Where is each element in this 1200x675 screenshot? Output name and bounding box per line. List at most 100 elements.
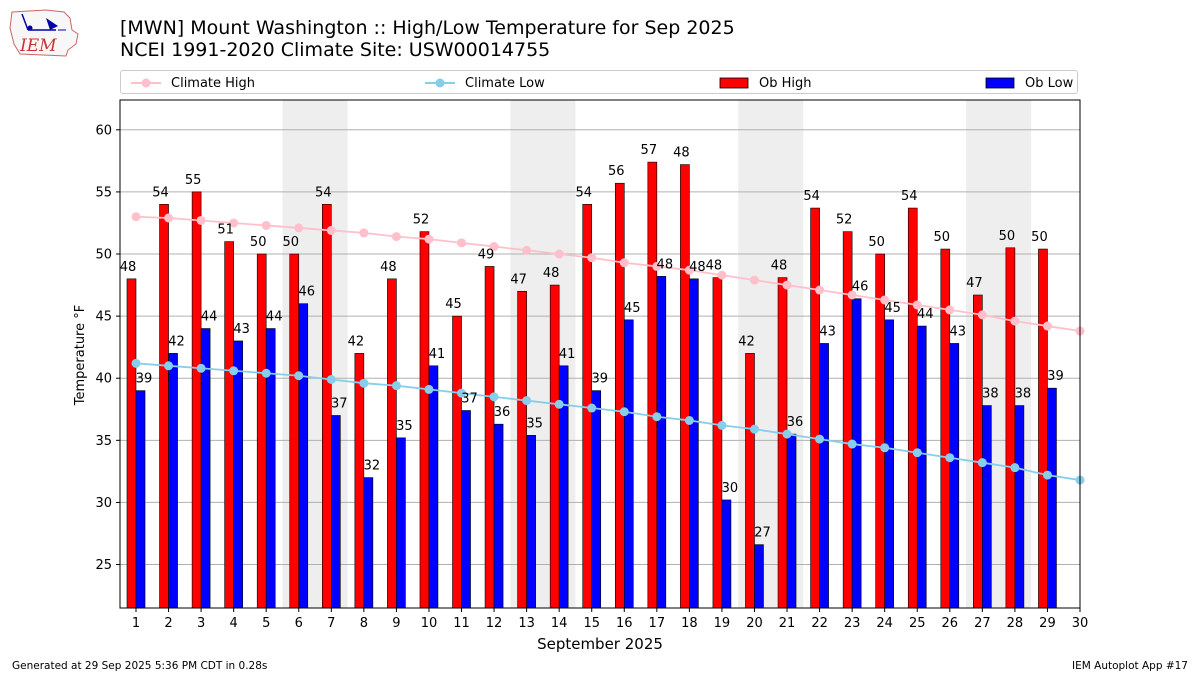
climate-low-point xyxy=(749,424,759,434)
climate-high-point xyxy=(424,234,434,244)
x-axis-label: September 2025 xyxy=(537,635,663,653)
climate-low-point xyxy=(522,396,532,406)
ob-high-bar xyxy=(810,207,820,609)
climate-high-point xyxy=(912,300,922,310)
ob-high-value-label: 50 xyxy=(282,235,299,250)
x-tick-label: 17 xyxy=(649,616,666,631)
ob-high-value-label: 52 xyxy=(413,213,430,228)
ob-high-value-label: 50 xyxy=(999,229,1016,244)
y-tick-label: 45 xyxy=(95,310,112,325)
ob-low-value-label: 48 xyxy=(657,257,674,272)
ob-high-bar xyxy=(322,204,332,609)
ob-low-value-label: 36 xyxy=(787,415,804,430)
ob-low-value-label: 45 xyxy=(884,301,901,316)
ob-low-bar xyxy=(396,437,406,609)
ob-high-value-label: 54 xyxy=(901,189,918,204)
ob-low-bar xyxy=(363,477,374,609)
ob-high-bar xyxy=(940,248,951,609)
y-tick-label: 40 xyxy=(95,372,112,387)
climate-low-point xyxy=(554,399,564,409)
ob-low-bar xyxy=(786,433,797,609)
ob-high-value-label: 42 xyxy=(738,334,755,349)
x-tick-label: 5 xyxy=(262,616,270,631)
climate-high-point xyxy=(619,258,629,268)
ob-high-bar xyxy=(1005,247,1016,609)
ob-high-bar xyxy=(549,284,560,609)
climate-low-point xyxy=(164,361,174,371)
climate-high-point xyxy=(522,245,532,255)
ob-high-value-label: 48 xyxy=(120,260,137,275)
climate-low-point xyxy=(619,407,629,417)
x-tick-label: 16 xyxy=(616,616,633,631)
x-tick-label: 28 xyxy=(1007,616,1024,631)
x-tick-label: 29 xyxy=(1039,616,1056,631)
ob-low-value-label: 32 xyxy=(364,459,381,474)
ob-low-bar xyxy=(656,276,667,609)
ob-high-bar xyxy=(973,294,983,609)
ob-low-value-label: 30 xyxy=(722,481,739,496)
ob-low-bar xyxy=(428,365,439,609)
ob-low-bar xyxy=(851,298,862,609)
ob-low-value-label: 37 xyxy=(461,392,478,407)
ob-high-bar xyxy=(387,278,397,609)
legend-label-ob-low: Ob Low xyxy=(1025,75,1074,91)
y-tick-label: 30 xyxy=(95,496,112,511)
ob-low-value-label: 38 xyxy=(982,387,999,402)
ob-high-value-label: 48 xyxy=(771,259,788,274)
chart-title: [MWN] Mount Washington :: High/Low Tempe… xyxy=(120,17,735,39)
climate-high-point xyxy=(229,218,239,228)
ob-high-value-label: 48 xyxy=(706,259,723,274)
x-tick-label: 1 xyxy=(132,616,140,631)
ob-low-bar xyxy=(233,340,243,609)
ob-high-value-label: 50 xyxy=(868,235,885,250)
ob-high-bar xyxy=(1038,248,1048,609)
legend-swatch-ob-low xyxy=(985,77,1015,89)
climate-high-point xyxy=(1042,321,1052,331)
ob-high-bar xyxy=(680,164,690,609)
ob-high-bar xyxy=(126,278,137,609)
climate-low-point xyxy=(131,358,141,368)
climate-high-point xyxy=(489,242,499,252)
x-tick-label: 23 xyxy=(844,616,861,631)
legend-item-ob-high: Ob High xyxy=(719,71,812,95)
ob-high-value-label: 54 xyxy=(803,189,820,204)
legend-item-climate-high: Climate High xyxy=(131,71,255,95)
ob-low-value-label: 45 xyxy=(624,301,641,316)
generated-timestamp: Generated at 29 Sep 2025 5:36 PM CDT in … xyxy=(12,660,268,672)
legend-label-climate-high: Climate High xyxy=(171,75,256,91)
ob-high-value-label: 45 xyxy=(445,297,462,312)
climate-low-point xyxy=(652,412,662,422)
ob-high-bar xyxy=(712,277,723,609)
climate-low-point xyxy=(1042,470,1052,480)
x-tick-label: 7 xyxy=(327,616,335,631)
ob-high-bar xyxy=(517,290,527,609)
climate-low-point xyxy=(196,363,206,373)
ob-low-value-label: 44 xyxy=(917,307,934,322)
ob-high-value-label: 50 xyxy=(250,235,267,250)
climate-high-point xyxy=(294,223,304,233)
ob-high-value-label: 49 xyxy=(478,247,495,262)
climate-low-point xyxy=(326,374,336,384)
ob-high-bar xyxy=(484,266,495,609)
climate-low-point xyxy=(587,403,597,413)
ob-low-value-label: 42 xyxy=(168,334,185,349)
x-tick-label: 2 xyxy=(164,616,172,631)
climate-high-point xyxy=(945,305,955,315)
ob-low-value-label: 48 xyxy=(689,260,706,275)
ob-low-bar xyxy=(949,343,960,609)
x-tick-label: 12 xyxy=(486,616,503,631)
ob-high-value-label: 50 xyxy=(1031,230,1048,245)
ob-low-bar xyxy=(526,435,536,609)
climate-lines xyxy=(131,212,1085,485)
x-tick-label: 20 xyxy=(746,616,763,631)
x-tick-label: 30 xyxy=(1072,616,1089,631)
ob-low-bar xyxy=(168,353,178,609)
logo-text: IEM xyxy=(19,36,57,56)
climate-high-point xyxy=(684,265,694,275)
climate-low-point xyxy=(782,429,792,439)
ob-high-bar xyxy=(224,241,234,609)
climate-high-point xyxy=(131,212,141,222)
ob-high-bar xyxy=(907,207,918,609)
ob-high-value-label: 56 xyxy=(608,164,625,179)
